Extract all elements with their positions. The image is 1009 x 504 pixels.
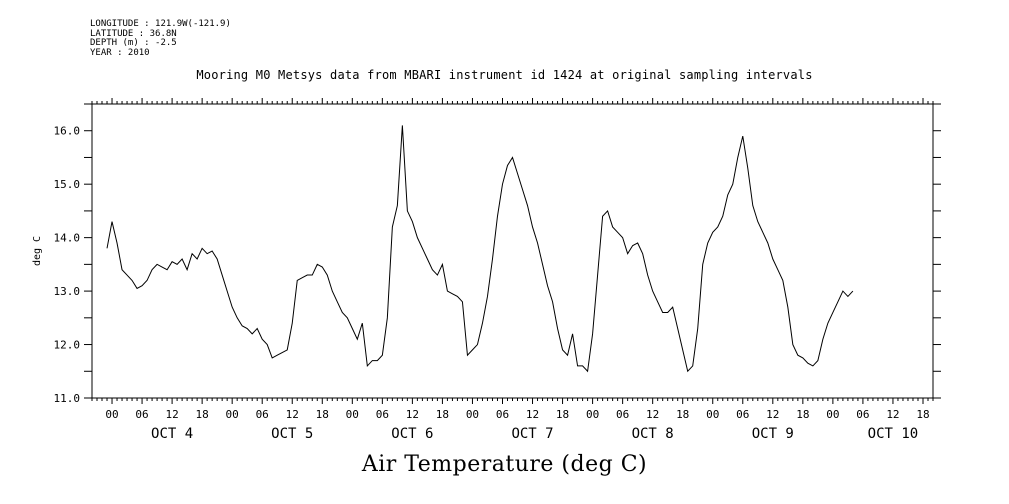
x-tick-label: 18 [796,408,809,421]
year-label: YEAR : 2010 [90,47,150,58]
day-label: OCT 8 [632,426,674,442]
day-label: OCT 6 [391,426,433,442]
x-tick-label: 06 [135,408,148,421]
x-tick-label: 18 [916,408,929,421]
series-line-air-temperature [106,125,854,373]
x-tick-label: 06 [256,408,269,421]
chart-caption: Air Temperature (deg C) [361,452,648,477]
x-tick-label: 06 [616,408,629,421]
y-tick-label: 12.0 [54,339,81,352]
x-tick-label: 12 [286,408,299,421]
y-tick-label: 14.0 [54,232,81,245]
x-tick-label: 00 [346,408,359,421]
y-tick-label: 11.0 [54,392,81,405]
day-label: OCT 10 [868,426,919,442]
x-tick-label: 00 [226,408,239,421]
x-tick-label: 12 [526,408,539,421]
x-tick-label: 18 [676,408,689,421]
day-label: OCT 9 [752,426,794,442]
x-tick-label: 18 [196,408,209,421]
x-tick-label: 12 [406,408,419,421]
day-label: OCT 7 [511,426,553,442]
x-tick-label: 06 [736,408,749,421]
x-tick-label: 12 [886,408,899,421]
x-tick-label: 00 [826,408,839,421]
x-tick-label: 06 [496,408,509,421]
y-tick-label: 15.0 [54,178,81,191]
x-tick-label: 12 [766,408,779,421]
x-tick-label: 00 [105,408,118,421]
plot-frame [91,103,934,399]
y-tick-label: 16.0 [54,125,81,138]
x-tick-label: 12 [646,408,659,421]
x-tick-label: 06 [376,408,389,421]
x-tick-label: 00 [466,408,479,421]
depth-label: DEPTH (m) : -2.5 [90,38,177,48]
metadata-block: LONGITUDE : 121.9W(-121.9) LATITUDE : 36… [90,19,231,58]
longitude-label: LONGITUDE : 121.9W(-121.9) [90,19,231,29]
y-axis-label: deg C [32,236,43,266]
x-tick-label: 06 [856,408,869,421]
day-label: OCT 5 [271,426,313,442]
x-tick-label: 18 [316,408,329,421]
axis-ticks [84,98,941,404]
day-label: OCT 4 [151,426,193,442]
x-tick-label: 00 [586,408,599,421]
x-tick-label: 18 [556,408,569,421]
latitude-label: LATITUDE : 36.8N [90,28,177,39]
x-tick-label: 00 [706,408,719,421]
chart-title: Mooring M0 Metsys data from MBARI instru… [196,68,813,82]
x-tick-label: 12 [165,408,178,421]
x-tick-label: 18 [436,408,449,421]
y-tick-label: 13.0 [54,285,81,298]
